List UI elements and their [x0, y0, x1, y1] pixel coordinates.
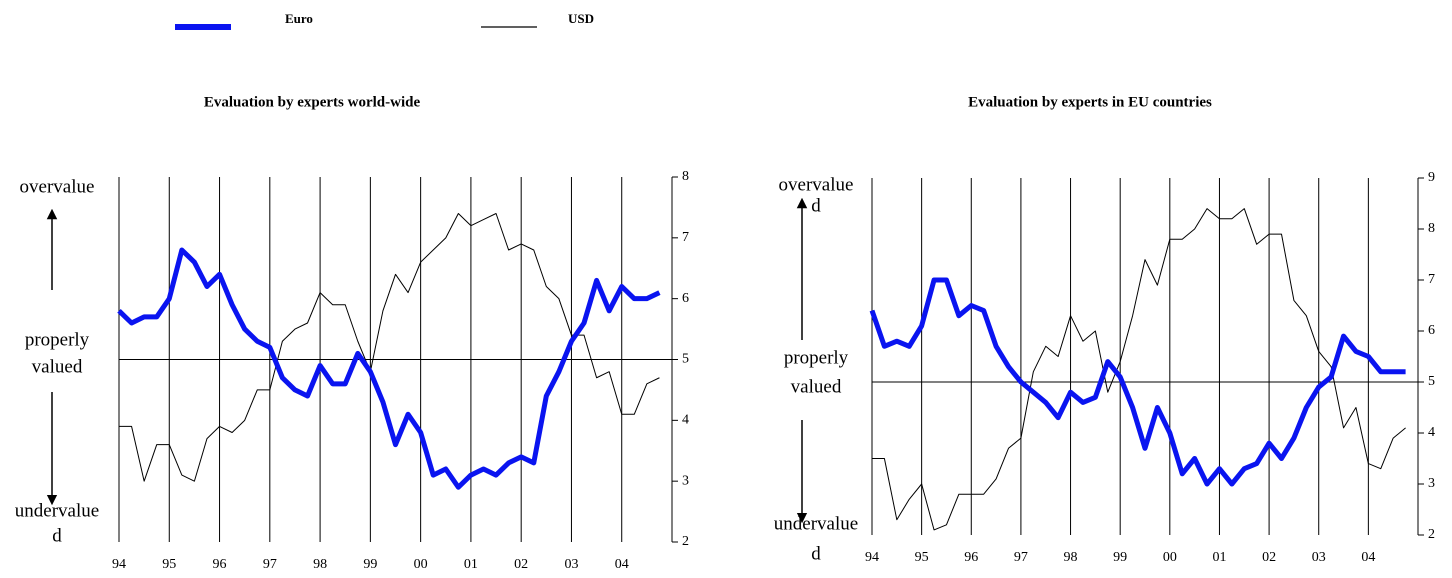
legend-label: Euro [285, 11, 313, 26]
side-label: properly [25, 329, 90, 350]
x-tick-label: 03 [1312, 550, 1326, 565]
series-line [119, 213, 660, 482]
y-tick-label: 5 [682, 352, 689, 367]
x-tick-label: 00 [414, 557, 428, 572]
x-tick-label: 01 [1212, 550, 1226, 565]
series-line [869, 277, 1406, 487]
side-label: valued [791, 376, 842, 397]
side-label: d [52, 525, 62, 546]
x-tick-label: 94 [112, 557, 126, 572]
side-label: d [811, 195, 821, 216]
y-tick-label: 9 [1428, 170, 1435, 185]
series-line [117, 247, 661, 490]
x-tick-label: 94 [865, 550, 879, 565]
x-tick-label: 01 [464, 557, 478, 572]
x-tick-label: 00 [1163, 550, 1177, 565]
x-tick-label: 96 [213, 557, 227, 572]
x-tick-label: 04 [615, 557, 629, 572]
x-tick-label: 99 [363, 557, 377, 572]
y-tick-label: 6 [1428, 323, 1435, 338]
x-tick-label: 04 [1361, 550, 1375, 565]
x-tick-label: 02 [514, 557, 528, 572]
x-tick-label: 97 [263, 557, 277, 572]
y-tick-label: 4 [1428, 425, 1435, 440]
y-tick-label: 8 [1428, 221, 1435, 236]
side-label: undervalue [774, 513, 858, 534]
y-tick-label: 7 [682, 230, 689, 245]
x-tick-label: 03 [564, 557, 578, 572]
y-tick-label: 6 [682, 291, 689, 306]
y-tick-label: 5 [1428, 374, 1435, 389]
y-tick-label: 2 [1428, 527, 1435, 542]
side-label: overvalue [779, 174, 854, 195]
y-tick-label: 3 [682, 473, 689, 488]
series-line [872, 208, 1406, 531]
x-tick-label: 95 [915, 550, 929, 565]
side-label: valued [32, 356, 83, 377]
chart-title: Evaluation by experts world-wide [204, 94, 421, 110]
x-tick-label: 99 [1113, 550, 1127, 565]
side-label: undervalue [15, 500, 99, 521]
side-label: d [811, 543, 821, 564]
y-tick-label: 8 [682, 169, 689, 184]
y-tick-label: 2 [682, 534, 689, 549]
y-tick-label: 4 [682, 413, 689, 428]
x-tick-label: 96 [964, 550, 978, 565]
y-tick-label: 7 [1428, 272, 1435, 287]
legend-label: USD [568, 11, 594, 26]
x-tick-label: 98 [1064, 550, 1078, 565]
x-tick-label: 97 [1014, 550, 1028, 565]
side-label: overvalue [20, 176, 95, 197]
side-label: properly [784, 347, 849, 368]
y-tick-label: 3 [1428, 476, 1435, 491]
x-tick-label: 02 [1262, 550, 1276, 565]
x-tick-label: 95 [162, 557, 176, 572]
chart-title: Evaluation by experts in EU countries [968, 94, 1212, 110]
x-tick-label: 98 [313, 557, 327, 572]
